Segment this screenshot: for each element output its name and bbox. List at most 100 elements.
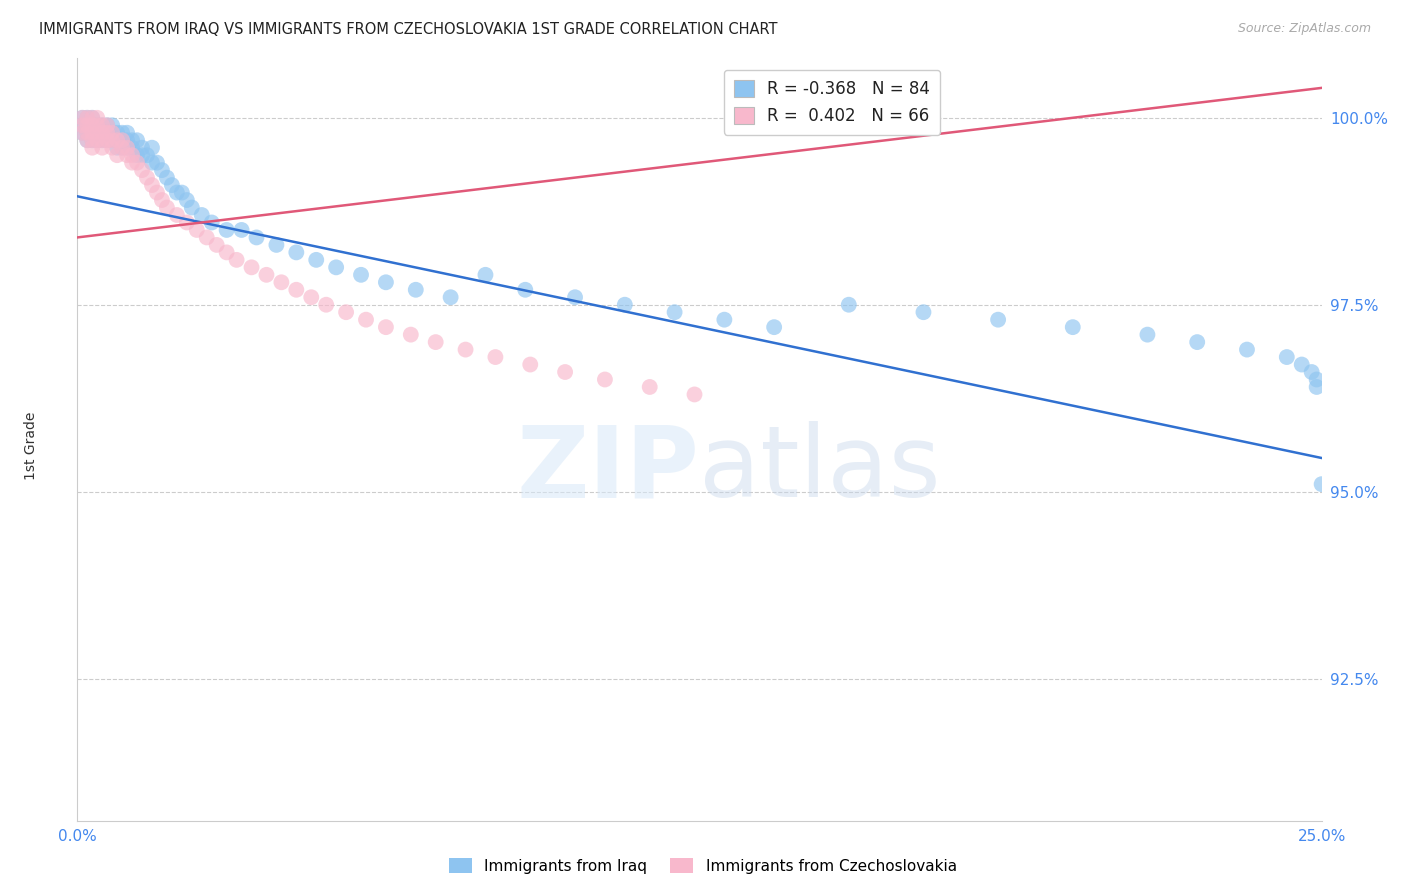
Text: atlas: atlas xyxy=(700,421,941,518)
Point xyxy=(86,133,108,147)
Point xyxy=(91,133,114,147)
Point xyxy=(156,170,179,185)
Point xyxy=(86,111,108,125)
Point xyxy=(82,111,104,125)
Point xyxy=(519,358,541,372)
Point xyxy=(240,260,263,275)
Point xyxy=(593,372,616,386)
Point xyxy=(76,111,98,125)
Point xyxy=(225,252,247,267)
Point xyxy=(111,133,134,147)
Point xyxy=(180,201,202,215)
Point xyxy=(484,350,506,364)
Point xyxy=(76,118,98,132)
Point xyxy=(325,260,347,275)
Point xyxy=(987,312,1010,326)
Text: Source: ZipAtlas.com: Source: ZipAtlas.com xyxy=(1237,22,1371,36)
Point xyxy=(105,133,128,147)
Point xyxy=(166,186,188,200)
Point xyxy=(256,268,278,282)
Point xyxy=(72,126,94,140)
Point xyxy=(125,133,148,147)
Point xyxy=(101,126,124,140)
Point xyxy=(136,148,159,162)
Point xyxy=(115,126,138,140)
Point xyxy=(1062,320,1084,334)
Point xyxy=(285,245,308,260)
Legend: Immigrants from Iraq, Immigrants from Czechoslovakia: Immigrants from Iraq, Immigrants from Cz… xyxy=(443,852,963,880)
Point xyxy=(82,126,104,140)
Text: ZIP: ZIP xyxy=(516,421,700,518)
Point xyxy=(86,126,108,140)
Point xyxy=(101,126,124,140)
Point xyxy=(838,298,860,312)
Point xyxy=(270,275,292,289)
Point xyxy=(76,126,98,140)
Point xyxy=(72,118,94,132)
Point xyxy=(101,133,124,147)
Point xyxy=(554,365,576,379)
Point xyxy=(96,133,118,147)
Point xyxy=(82,118,104,132)
Point xyxy=(115,133,138,147)
Point xyxy=(170,186,193,200)
Point xyxy=(1236,343,1258,357)
Point xyxy=(305,252,328,267)
Point xyxy=(76,133,98,147)
Point xyxy=(115,141,138,155)
Point xyxy=(91,126,114,140)
Point xyxy=(105,141,128,155)
Point xyxy=(613,298,636,312)
Point xyxy=(1310,477,1333,491)
Point xyxy=(105,133,128,147)
Point xyxy=(215,245,238,260)
Point xyxy=(82,118,104,132)
Point xyxy=(205,238,228,252)
Point xyxy=(121,148,143,162)
Point xyxy=(1301,365,1323,379)
Point xyxy=(141,178,163,193)
Point xyxy=(374,275,396,289)
Point xyxy=(354,312,377,326)
Point xyxy=(82,111,104,125)
Point xyxy=(82,133,104,147)
Point xyxy=(101,118,124,132)
Point xyxy=(121,141,143,155)
Point xyxy=(150,193,173,207)
Point xyxy=(912,305,935,319)
Point xyxy=(266,238,288,252)
Point xyxy=(1185,335,1208,350)
Point xyxy=(399,327,422,342)
Point xyxy=(82,126,104,140)
Point xyxy=(439,290,461,304)
Point xyxy=(350,268,373,282)
Point xyxy=(231,223,253,237)
Point xyxy=(121,133,143,147)
Point xyxy=(131,148,153,162)
Point xyxy=(82,141,104,155)
Point xyxy=(315,298,337,312)
Point xyxy=(91,126,114,140)
Point xyxy=(76,118,98,132)
Point xyxy=(515,283,537,297)
Point xyxy=(201,215,224,229)
Point xyxy=(115,141,138,155)
Point xyxy=(1291,358,1313,372)
Point xyxy=(146,155,169,169)
Point xyxy=(101,141,124,155)
Point xyxy=(474,268,496,282)
Point xyxy=(285,283,308,297)
Point xyxy=(91,118,114,132)
Point xyxy=(156,201,179,215)
Point xyxy=(86,118,108,132)
Point xyxy=(1275,350,1298,364)
Point xyxy=(111,126,134,140)
Point xyxy=(72,111,94,125)
Point xyxy=(82,133,104,147)
Point xyxy=(335,305,357,319)
Point xyxy=(96,126,118,140)
Point xyxy=(191,208,214,222)
Point xyxy=(195,230,218,244)
Point xyxy=(374,320,396,334)
Point xyxy=(215,223,238,237)
